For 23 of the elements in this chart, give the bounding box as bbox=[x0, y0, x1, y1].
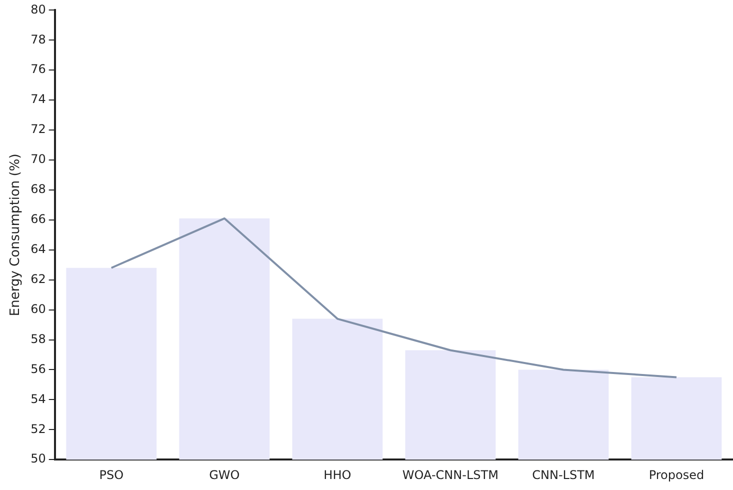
y-tick-label: 78 bbox=[30, 32, 46, 46]
y-tick-label: 56 bbox=[30, 362, 46, 376]
y-tick-label: 80 bbox=[30, 2, 46, 16]
y-tick-label: 64 bbox=[30, 242, 46, 256]
x-tick-label: GWO bbox=[209, 468, 240, 482]
y-tick-label: 74 bbox=[30, 92, 46, 106]
y-tick-label: 58 bbox=[30, 332, 46, 346]
y-tick-label: 50 bbox=[30, 452, 46, 466]
y-tick-label: 68 bbox=[30, 182, 46, 196]
x-tick-label: PSO bbox=[99, 468, 124, 482]
y-tick-label: 54 bbox=[30, 392, 46, 406]
y-tick-label: 70 bbox=[30, 152, 46, 166]
y-tick-label: 72 bbox=[30, 122, 46, 136]
x-tick-label: HHO bbox=[324, 468, 352, 482]
y-axis-title: Energy Consumption (%) bbox=[8, 154, 24, 316]
y-tick-label: 66 bbox=[30, 212, 46, 226]
y-tick-label: 76 bbox=[30, 62, 46, 76]
y-tick-label: 62 bbox=[30, 272, 46, 286]
x-tick-label: CNN-LSTM bbox=[532, 468, 595, 482]
y-tick-label: 60 bbox=[30, 302, 46, 316]
y-tick-label: 52 bbox=[30, 422, 46, 436]
x-tick-label: WOA-CNN-LSTM bbox=[402, 468, 498, 482]
x-tick-label: Proposed bbox=[648, 468, 704, 482]
